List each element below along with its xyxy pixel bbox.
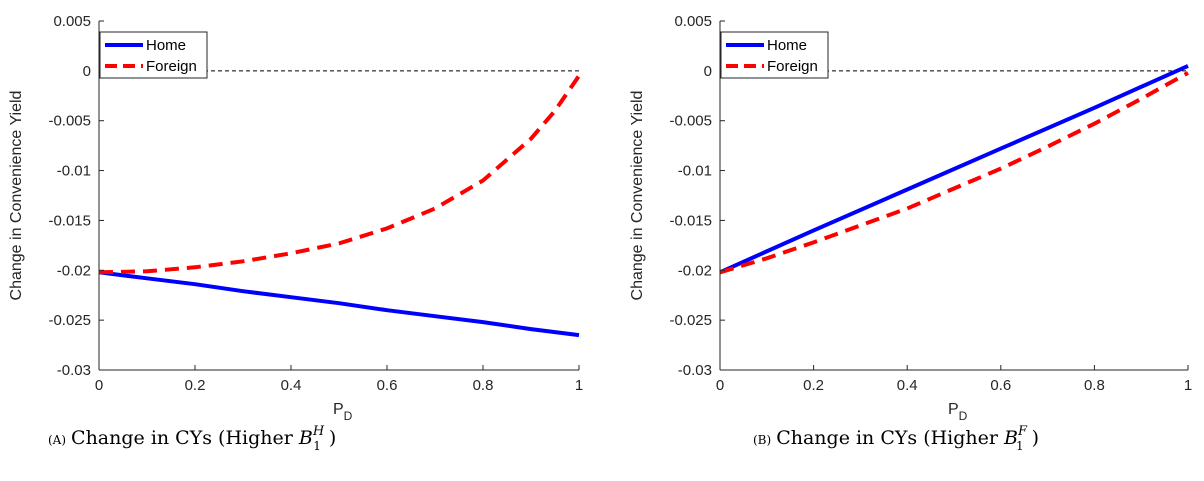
y-axis-label: Change in Convenience Yield <box>8 91 25 301</box>
figure-caption: (B) Change in CYs (Higher BF 1) <box>753 424 1039 453</box>
y-tick-label: 0 <box>83 63 91 80</box>
chart-panel-b: -0.03 -0.025 -0.02 -0.015 -0.01 -0.005 0 0.005 0… <box>629 13 1192 453</box>
caption-text: Change in CYs (Higher <box>71 427 299 449</box>
x-tick-label: 0.4 <box>897 377 918 394</box>
x-axis-label: PD <box>333 401 353 423</box>
y-tick-label: 0.005 <box>674 13 712 30</box>
y-tick-label: -0.005 <box>669 113 712 130</box>
x-tick-label: 1 <box>575 377 583 394</box>
legend-label-home: Home <box>767 37 807 54</box>
chart-panel-a: -0.03 -0.025 -0.02 -0.015 -0.01 -0.005 0 0.005 0… <box>8 13 583 453</box>
caption-subscript: 1 <box>313 439 321 453</box>
legend-label-home: Home <box>146 37 186 54</box>
x-axis-label-subscript: D <box>344 409 353 423</box>
y-tick-label: 0.005 <box>53 13 91 30</box>
x-axis-label: PD <box>948 401 968 423</box>
y-axis-label: Change in Convenience Yield <box>629 91 646 301</box>
caption-close: ) <box>329 427 336 449</box>
legend-label-foreign: Foreign <box>767 58 818 75</box>
y-tick-label: -0.02 <box>678 262 712 279</box>
legend-label-foreign: Foreign <box>146 58 197 75</box>
y-tick-label: -0.005 <box>48 113 91 130</box>
y-tick-label: -0.025 <box>669 312 712 329</box>
caption-superscript: H <box>312 424 325 439</box>
caption-text: Change in CYs (Higher <box>776 427 1004 449</box>
series-line-home <box>98 270 580 338</box>
y-tick-label: -0.01 <box>57 163 91 180</box>
legend-box <box>99 31 208 79</box>
x-tick-label: 0.8 <box>1084 377 1105 394</box>
y-tick-label: -0.01 <box>678 163 712 180</box>
x-tick-label: 0.2 <box>803 377 824 394</box>
x-tick-label: 0.8 <box>473 377 494 394</box>
y-tick-label: 0 <box>704 63 712 80</box>
x-axis-label-main: P <box>948 401 959 418</box>
x-axis-label-subscript: D <box>959 409 968 423</box>
y-tick-label: -0.03 <box>57 362 91 379</box>
legend-box <box>720 31 829 79</box>
x-axis-label-main: P <box>333 401 344 418</box>
series-line-foreign <box>719 71 1189 275</box>
x-tick-label: 1 <box>1184 377 1192 394</box>
x-tick-label: 0 <box>95 377 103 394</box>
series-line-foreign <box>98 74 581 275</box>
x-tick-label: 0.2 <box>185 377 206 394</box>
caption-close: ) <box>1032 427 1039 449</box>
caption-subscript: 1 <box>1016 439 1024 453</box>
y-tick-label: -0.015 <box>669 212 712 229</box>
x-tick-label: 0.6 <box>377 377 398 394</box>
x-tick-label: 0.4 <box>281 377 302 394</box>
x-tick-label: 0.6 <box>990 377 1011 394</box>
x-tick-label: 0 <box>716 377 724 394</box>
y-tick-label: -0.02 <box>57 262 91 279</box>
caption-superscript: F <box>1017 424 1028 439</box>
y-tick-label: -0.025 <box>48 312 91 329</box>
y-tick-label: -0.015 <box>48 212 91 229</box>
figure-caption: (A) Change in CYs (Higher BH 1) <box>48 424 336 453</box>
caption-symbol: B <box>298 427 313 449</box>
series-line-home <box>719 64 1189 275</box>
caption-symbol: B <box>1003 427 1018 449</box>
caption-prefix: (B) <box>753 433 771 447</box>
y-tick-label: -0.03 <box>678 362 712 379</box>
caption-prefix: (A) <box>48 433 66 447</box>
